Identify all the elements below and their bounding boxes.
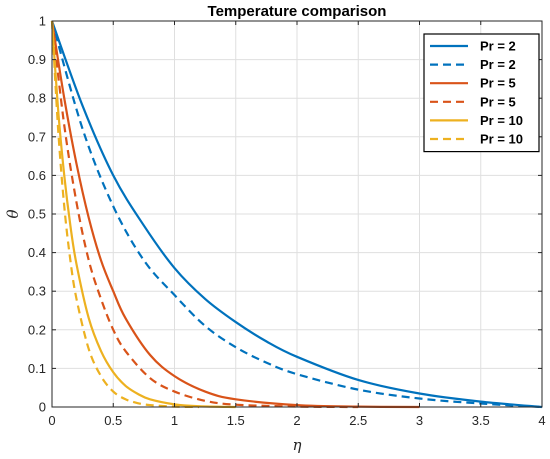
legend-label-6: Pr = 10 xyxy=(480,132,523,147)
legend-label-5: Pr = 10 xyxy=(480,113,523,128)
y-tick-label: 0.6 xyxy=(28,168,46,183)
series-line-1 xyxy=(50,20,543,409)
legend-label-3: Pr = 5 xyxy=(480,76,516,91)
x-tick-label: 0 xyxy=(48,413,55,428)
y-tick-label: 0.1 xyxy=(28,361,46,376)
y-tick-label: 0.4 xyxy=(28,245,46,260)
x-tick-label: 3 xyxy=(416,413,423,428)
x-tick-label: 1.5 xyxy=(227,413,245,428)
y-tick-label: 0.5 xyxy=(28,207,46,222)
y-tick-label: 0.9 xyxy=(28,52,46,67)
legend-label-4: Pr = 5 xyxy=(480,94,516,109)
series-line-3 xyxy=(50,20,420,409)
series-line-5 xyxy=(50,20,236,409)
y-axis-label: θ xyxy=(4,209,22,218)
y-tick-label: 0.8 xyxy=(28,91,46,106)
chart-title: Temperature comparison xyxy=(208,3,387,20)
x-tick-label: 1 xyxy=(171,413,178,428)
x-axis-label: η xyxy=(293,436,302,454)
series-line-2 xyxy=(50,20,543,409)
legend: Pr = 2 Pr = 2 Pr = 5 Pr = 5 Pr = 10 Pr = 10 xyxy=(423,33,540,153)
x-tick-label: 2 xyxy=(293,413,300,428)
legend-label-2: Pr = 2 xyxy=(480,57,516,72)
y-tick-label: 0.3 xyxy=(28,284,46,299)
y-tick-label: 0.2 xyxy=(28,322,46,337)
y-tick-label: 0.7 xyxy=(28,129,46,144)
y-tick-label: 1 xyxy=(39,14,46,29)
x-tick-label: 2.5 xyxy=(349,413,367,428)
x-tick-label: 4 xyxy=(538,413,545,428)
axis-ticks: 0 0.5 1 1.5 2 2.5 3 3.5 4 0 0.1 0.2 0.3 0.4 0.5 0.6 0.7 0… xyxy=(28,14,546,429)
legend-label-1: Pr = 2 xyxy=(480,39,516,54)
series-line-6 xyxy=(50,20,200,409)
y-tick-label: 0 xyxy=(39,400,46,415)
x-tick-label: 0.5 xyxy=(104,413,122,428)
x-tick-label: 3.5 xyxy=(472,413,490,428)
legend-box xyxy=(423,33,540,153)
